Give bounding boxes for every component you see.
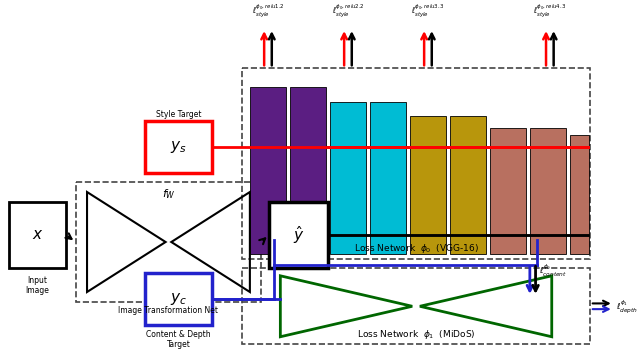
Bar bbox=[76, 182, 261, 301]
Bar bbox=[570, 135, 589, 254]
Text: $\ell^{\phi_0,relu3.3}_{style}$: $\ell^{\phi_0,relu3.3}_{style}$ bbox=[412, 2, 445, 19]
Bar bbox=[250, 87, 286, 254]
Bar bbox=[145, 121, 212, 173]
Bar bbox=[269, 201, 328, 268]
Text: $\ell^{\phi_0,relu1.2}_{style}$: $\ell^{\phi_0,relu1.2}_{style}$ bbox=[252, 2, 284, 19]
Text: $\ell^{\phi_0,relu4.3}_{style}$: $\ell^{\phi_0,relu4.3}_{style}$ bbox=[533, 2, 566, 19]
Bar bbox=[410, 116, 446, 254]
Text: $x$: $x$ bbox=[32, 227, 44, 242]
Bar bbox=[145, 273, 212, 325]
Bar bbox=[330, 101, 366, 254]
Bar bbox=[243, 68, 590, 259]
Text: Image Transformation Net: Image Transformation Net bbox=[118, 306, 218, 315]
Text: Input
Image: Input Image bbox=[26, 276, 49, 295]
Text: Content & Depth
Target: Content & Depth Target bbox=[146, 330, 211, 349]
Bar bbox=[9, 201, 66, 268]
Text: $f_W$: $f_W$ bbox=[161, 187, 175, 201]
Text: $\ell^{\phi_0,relu2.2}_{style}$: $\ell^{\phi_0,relu2.2}_{style}$ bbox=[332, 2, 364, 19]
Bar bbox=[243, 268, 590, 344]
Text: Loss Network  $\phi_1$  (MiDoS): Loss Network $\phi_1$ (MiDoS) bbox=[356, 327, 476, 340]
Bar bbox=[490, 128, 526, 254]
Text: $\ell^{\phi_0}_{content}$: $\ell^{\phi_0}_{content}$ bbox=[540, 262, 568, 279]
Text: $\ell^{\phi_1}_{depth}$: $\ell^{\phi_1}_{depth}$ bbox=[616, 298, 638, 315]
Bar bbox=[530, 128, 566, 254]
Bar bbox=[370, 101, 406, 254]
Text: $y_s$: $y_s$ bbox=[170, 139, 187, 155]
Text: Loss Network  $\phi_0$  (VGG-16): Loss Network $\phi_0$ (VGG-16) bbox=[353, 242, 479, 255]
Bar bbox=[450, 116, 486, 254]
Bar bbox=[290, 87, 326, 254]
Text: Style Target: Style Target bbox=[156, 110, 201, 119]
Text: $\hat{y}$: $\hat{y}$ bbox=[292, 224, 304, 246]
Text: $y_c$: $y_c$ bbox=[170, 291, 187, 307]
